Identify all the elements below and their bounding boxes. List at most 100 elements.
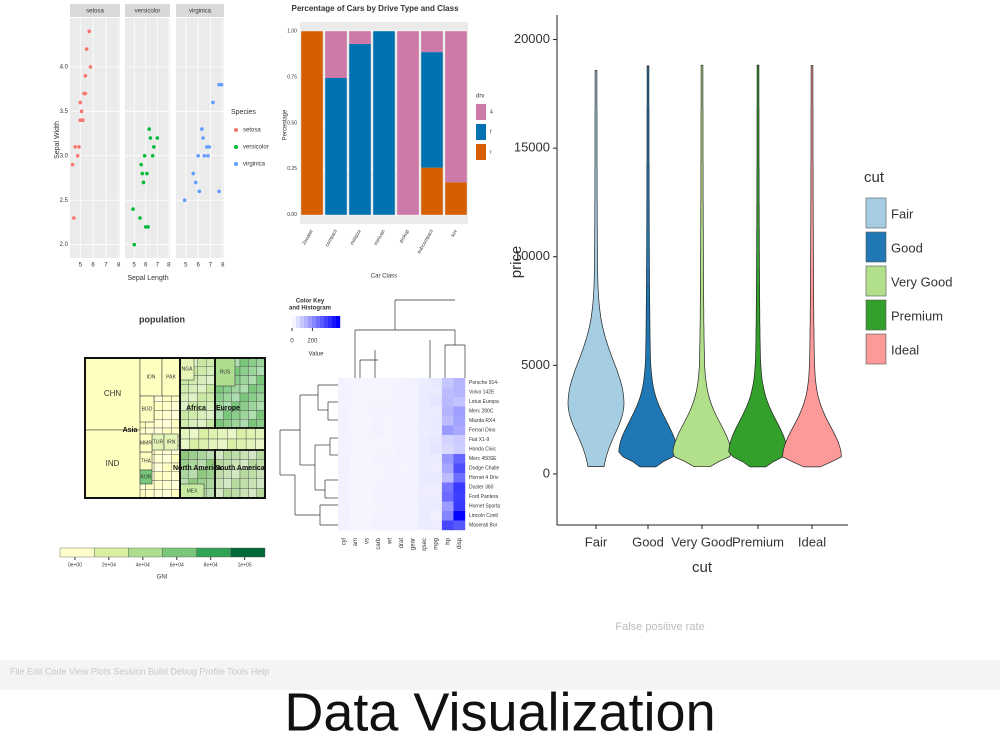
heatmap-cell bbox=[407, 416, 420, 426]
treemap-cell bbox=[248, 357, 257, 367]
treemap-cell bbox=[217, 427, 228, 440]
column-label: carb bbox=[376, 537, 382, 549]
treemap-cell bbox=[206, 357, 216, 367]
heatmap-cell bbox=[338, 444, 350, 455]
treemap-cell bbox=[153, 489, 163, 499]
heatmap-cell bbox=[338, 473, 350, 483]
treemap-cell bbox=[256, 401, 266, 411]
heatmap-cell bbox=[372, 406, 385, 417]
heatmap-cell bbox=[453, 416, 466, 426]
bar-segment bbox=[421, 52, 443, 168]
legend-label: Very Good bbox=[891, 274, 952, 289]
key-gradient bbox=[336, 316, 341, 328]
treemap-cell bbox=[179, 449, 189, 460]
point bbox=[84, 47, 89, 51]
treemap-node bbox=[139, 433, 153, 453]
treemap-node bbox=[84, 429, 141, 499]
treemap-cell bbox=[248, 478, 257, 489]
legend-label: Good bbox=[891, 240, 923, 255]
heatmap-cell bbox=[418, 473, 431, 483]
x-tick-label: 5 bbox=[133, 263, 137, 269]
legend-key bbox=[476, 124, 486, 140]
heatmap-cell bbox=[430, 501, 443, 512]
facet-strip bbox=[70, 4, 120, 17]
heatmap-cell bbox=[407, 492, 420, 502]
y-tick-label: 3.5 bbox=[60, 109, 69, 115]
row-label: Merc 280C bbox=[469, 409, 494, 415]
legend-key bbox=[865, 231, 887, 263]
node-label: RUS bbox=[220, 369, 231, 375]
treemap-cell bbox=[255, 438, 266, 451]
heatmap-cell bbox=[441, 492, 454, 502]
treemap-cell bbox=[171, 419, 181, 429]
treemap-cell bbox=[171, 489, 181, 499]
heatmap-cell bbox=[338, 435, 350, 445]
node-label: IDN bbox=[147, 374, 156, 380]
violin bbox=[782, 65, 842, 468]
treemap-cell bbox=[162, 410, 172, 420]
point bbox=[73, 145, 77, 149]
row-label: Lincoln Conti bbox=[469, 513, 498, 519]
legend-label: Premium bbox=[891, 308, 943, 323]
heatmap-cell bbox=[384, 425, 396, 436]
treemap-cell bbox=[171, 401, 181, 411]
treemap-cell bbox=[248, 401, 257, 411]
heatmap-cell bbox=[384, 501, 396, 512]
heatmap-cell bbox=[441, 435, 454, 445]
treemap-cell bbox=[248, 384, 257, 394]
treemap-cell bbox=[239, 410, 249, 420]
heatmap-cell bbox=[407, 397, 420, 407]
treemap-cell bbox=[239, 419, 249, 429]
legend-title: drv bbox=[476, 94, 484, 100]
heatmap-cell bbox=[453, 444, 466, 455]
treemap-cell bbox=[248, 366, 257, 376]
heatmap-cell bbox=[372, 501, 385, 512]
treemap-cell bbox=[255, 427, 266, 440]
treemap-node bbox=[163, 433, 179, 451]
treemap-cell bbox=[179, 427, 190, 440]
point bbox=[155, 136, 160, 140]
heatmap-cell bbox=[430, 473, 443, 483]
row-label: Lotus Europa bbox=[469, 399, 499, 405]
legend-key bbox=[476, 104, 486, 120]
heatmap-cell bbox=[453, 492, 466, 502]
heatmap-cell bbox=[372, 454, 385, 464]
key-title: Color Key bbox=[296, 299, 325, 305]
legend-label: versicolor bbox=[243, 145, 269, 151]
heatmap-cell bbox=[453, 435, 466, 445]
point bbox=[81, 118, 85, 123]
x-tick-label: 7 bbox=[104, 263, 108, 269]
treemap-cell bbox=[231, 478, 241, 489]
heatmap-cell bbox=[384, 520, 396, 531]
y-tick-label: 10000 bbox=[514, 248, 550, 263]
colorbar-segment bbox=[196, 547, 232, 558]
heatmap-cell bbox=[430, 520, 443, 531]
heatmap-cell bbox=[361, 520, 373, 531]
colorbar-segment bbox=[59, 547, 95, 558]
treemap-cell bbox=[162, 462, 172, 472]
row-label: Duster 360 bbox=[469, 485, 494, 491]
y-tick-label: 20000 bbox=[514, 31, 550, 46]
heatmap-cell bbox=[349, 378, 362, 388]
treemap-cell bbox=[248, 449, 257, 460]
key-gradient bbox=[300, 316, 305, 328]
heatmap-cell bbox=[430, 454, 443, 464]
legend-key bbox=[865, 333, 887, 365]
heatmap-cell bbox=[430, 397, 443, 407]
colorbar-segment bbox=[162, 547, 197, 558]
heatmap-cell bbox=[361, 397, 373, 407]
heatmap-cell bbox=[372, 444, 385, 455]
heatmap-cell bbox=[372, 473, 385, 483]
row-label: Merc 450SE bbox=[469, 456, 497, 462]
point bbox=[139, 162, 143, 167]
point bbox=[150, 153, 155, 158]
legend-title: Species bbox=[231, 109, 256, 116]
heatmap-cell bbox=[395, 511, 408, 521]
row-label: Dodge Challe bbox=[469, 466, 500, 472]
treemap-cell bbox=[239, 449, 249, 460]
row-label: Hornet Sporta bbox=[469, 504, 500, 510]
heatmap-cell bbox=[441, 473, 454, 483]
y-tick-label: 15000 bbox=[514, 140, 550, 155]
treemap-cell bbox=[206, 449, 216, 460]
treemap-cell bbox=[197, 392, 207, 402]
